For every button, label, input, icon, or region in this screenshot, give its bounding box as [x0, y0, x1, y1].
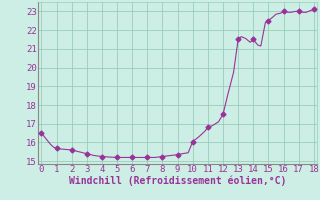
X-axis label: Windchill (Refroidissement éolien,°C): Windchill (Refroidissement éolien,°C)	[69, 176, 286, 186]
